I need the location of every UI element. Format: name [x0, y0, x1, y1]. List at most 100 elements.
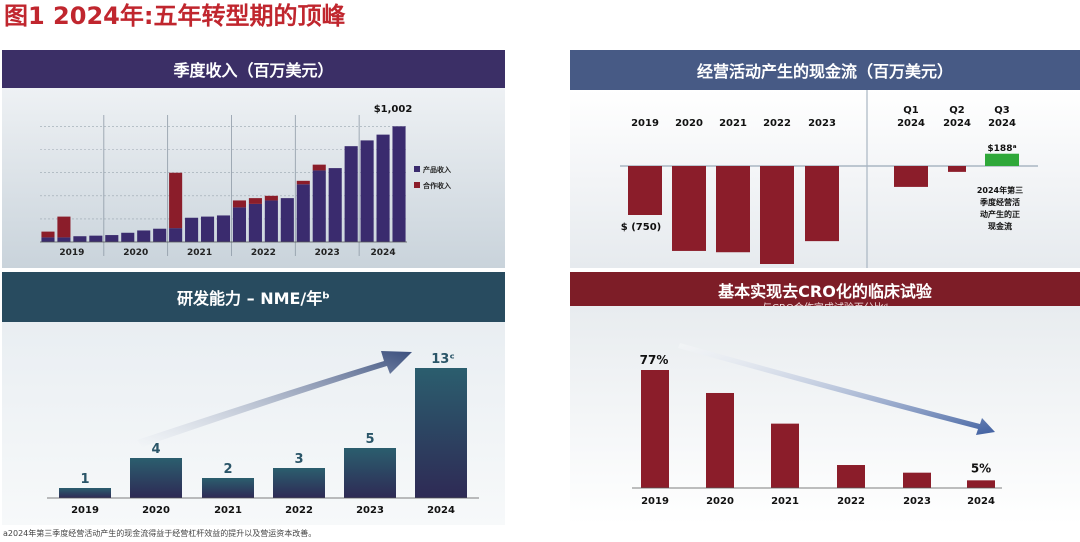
cashflow-title: 经营活动产生的现金流（百万美元）: [570, 50, 1080, 90]
cashflow-annotation-line: 现金流: [988, 221, 1012, 231]
revenue-bar-2022Q2-product: [248, 203, 262, 242]
cashflow-panel: 经营活动产生的现金流（百万美元） 2019 2020 2021 2022 2023 Q1 2…: [570, 50, 1080, 268]
revenue-annotation: $1,002: [374, 104, 413, 115]
cro-bar-2020: [706, 392, 734, 488]
cro-bar-2019: [641, 370, 669, 488]
cashflow-bar-2: [716, 166, 750, 253]
revenue-year-label: 2023: [315, 248, 340, 258]
legend-label-product: 产品收入: [423, 165, 451, 174]
revenue-bar-2019Q1-product: [41, 237, 55, 242]
cro-chart: 2019 2020 2021 2022 2023 2024 77% 5%: [570, 306, 1080, 525]
revenue-bar-2019Q1-collab: [41, 231, 55, 238]
cro-category-label: 2022: [837, 496, 865, 507]
revenue-bar-2021Q2-product: [185, 217, 199, 242]
revenue-bar-2023Q1-product: [296, 184, 310, 242]
revenue-bar-2021Q1-collab: [169, 172, 183, 229]
rd-category-label: 2022: [285, 505, 313, 516]
legend-label-collab: 合作收入: [422, 181, 451, 190]
revenue-bar-2020Q1-product: [105, 235, 119, 242]
revenue-panel: 季度收入（百万美元） 2019 2020 2021 2022 2023 2024 $1,00…: [2, 50, 505, 268]
cashflow-bar-4: [805, 166, 839, 242]
cashflow-category-label: 2019: [631, 118, 659, 129]
rd-bar-2023: [344, 448, 396, 498]
cro-category-label: 2023: [903, 496, 931, 507]
revenue-bar-2024Q1-product: [360, 140, 374, 242]
cashflow-category-label: 2022: [763, 118, 791, 129]
revenue-bar-2023Q2-product: [312, 170, 326, 242]
cro-bar-2024: [967, 480, 995, 488]
cro-category-label: 2021: [771, 496, 799, 507]
revenue-year-label: 2021: [187, 248, 212, 258]
revenue-bar-2019Q2-product: [57, 237, 71, 242]
cashflow-category-label: 2024: [943, 118, 971, 129]
cashflow-bar-0: [628, 166, 662, 215]
revenue-bar-2019Q4-product: [89, 235, 103, 242]
rd-bar-2020: [130, 458, 182, 498]
rd-category-label: 2023: [356, 505, 384, 516]
cro-panel: 基本实现去CRO化的临床试验 与CRO合作完成试验百分比ᵈ 2019202020…: [570, 272, 1080, 525]
rd-data-label: 1: [80, 472, 89, 487]
cashflow-category-label: 2023: [808, 118, 836, 129]
legend-swatch-collab: [414, 182, 420, 188]
rd-category-label: 2019: [71, 505, 99, 516]
rd-panel: 研发能力 – NME/年ᵇ 1 2019 4 2020 2 2021 3 2022 5 2023 1…: [2, 272, 505, 525]
revenue-year-label: 2020: [123, 248, 148, 258]
cashflow-bar-6: [948, 166, 966, 172]
rd-bar-2022: [273, 468, 325, 498]
rd-data-label: 3: [294, 452, 303, 467]
cashflow-bar-5: [894, 166, 928, 187]
cro-trend-arrow: [678, 343, 995, 435]
revenue-year-label: 2024: [371, 248, 396, 258]
cro-data-label: 77%: [640, 353, 669, 367]
revenue-bar-2021Q4-product: [216, 215, 231, 242]
revenue-bar-2023Q2-collab: [312, 164, 326, 171]
cro-bar-2021: [771, 423, 799, 488]
cashflow-category-label: Q1: [903, 105, 919, 116]
rd-data-label: 5: [365, 432, 374, 447]
revenue-bar-2021Q1-product: [169, 228, 183, 242]
cashflow-bar-1: [672, 166, 706, 251]
revenue-bar-2022Q4-product: [280, 198, 294, 242]
revenue-bar-2022Q1-product: [232, 207, 246, 242]
cashflow-category-label: Q3: [994, 105, 1010, 116]
cashflow-data-label: $ (750): [621, 222, 661, 233]
revenue-bar-2022Q3-product: [264, 200, 278, 242]
cro-bar-2023: [903, 472, 931, 488]
cashflow-annotation-line: 2024年第三: [977, 185, 1023, 195]
cashflow-bar-7: [985, 153, 1019, 166]
revenue-bar-2022Q1-collab: [232, 200, 246, 208]
rd-data-label: 4: [151, 442, 160, 457]
rd-data-label: 2: [223, 462, 232, 477]
rd-data-label: 13ᶜ: [431, 352, 454, 367]
rd-category-label: 2021: [214, 505, 242, 516]
cro-category-label: 2019: [641, 496, 669, 507]
cashflow-chart: 2019 2020 2021 2022 2023 Q1 2024 Q2 2024 Q3 2024 $ …: [570, 90, 1080, 268]
cashflow-data-label: $188ᵃ: [987, 144, 1016, 154]
cashflow-category-label: 2024: [897, 118, 925, 129]
revenue-bar-2019Q3-product: [73, 236, 87, 242]
footnote: a2024年第三季度经营活动产生的现金流得益于经营杠杆效益的提升以及营运资本改善…: [3, 529, 317, 538]
cashflow-category-label: 2020: [675, 118, 703, 129]
revenue-bar-2022Q3-collab: [264, 195, 278, 201]
rd-bar-2024: [415, 368, 467, 498]
revenue-bar-2020Q2-product: [121, 232, 135, 242]
revenue-bar-2023Q1-collab: [296, 180, 310, 185]
revenue-bar-2019Q2-collab: [57, 216, 71, 238]
rd-category-label: 2020: [142, 505, 170, 516]
rd-category-label: 2024: [427, 505, 455, 516]
revenue-bar-2022Q2-collab: [248, 198, 262, 204]
revenue-bar-2020Q3-product: [137, 230, 151, 242]
cashflow-annotation-line: 季度经营活: [979, 197, 1020, 207]
rd-bar-2021: [202, 478, 254, 498]
rd-chart: 1 2019 4 2020 2 2021 3 2022 5 2023 13ᶜ 2024: [2, 322, 505, 525]
figure-title: 图1 2024年:五年转型期的顶峰: [4, 2, 346, 30]
cro-bar-2022: [837, 465, 865, 488]
revenue-bar-2024Q3-product: [392, 126, 406, 242]
legend-swatch-product: [414, 166, 420, 172]
cro-data-label: 5%: [971, 461, 991, 475]
rd-title: 研发能力 – NME/年ᵇ: [2, 272, 505, 322]
revenue-bar-2023Q4-product: [344, 146, 358, 242]
cashflow-category-label: Q2: [949, 105, 965, 116]
cro-category-label: 2024: [967, 496, 995, 507]
